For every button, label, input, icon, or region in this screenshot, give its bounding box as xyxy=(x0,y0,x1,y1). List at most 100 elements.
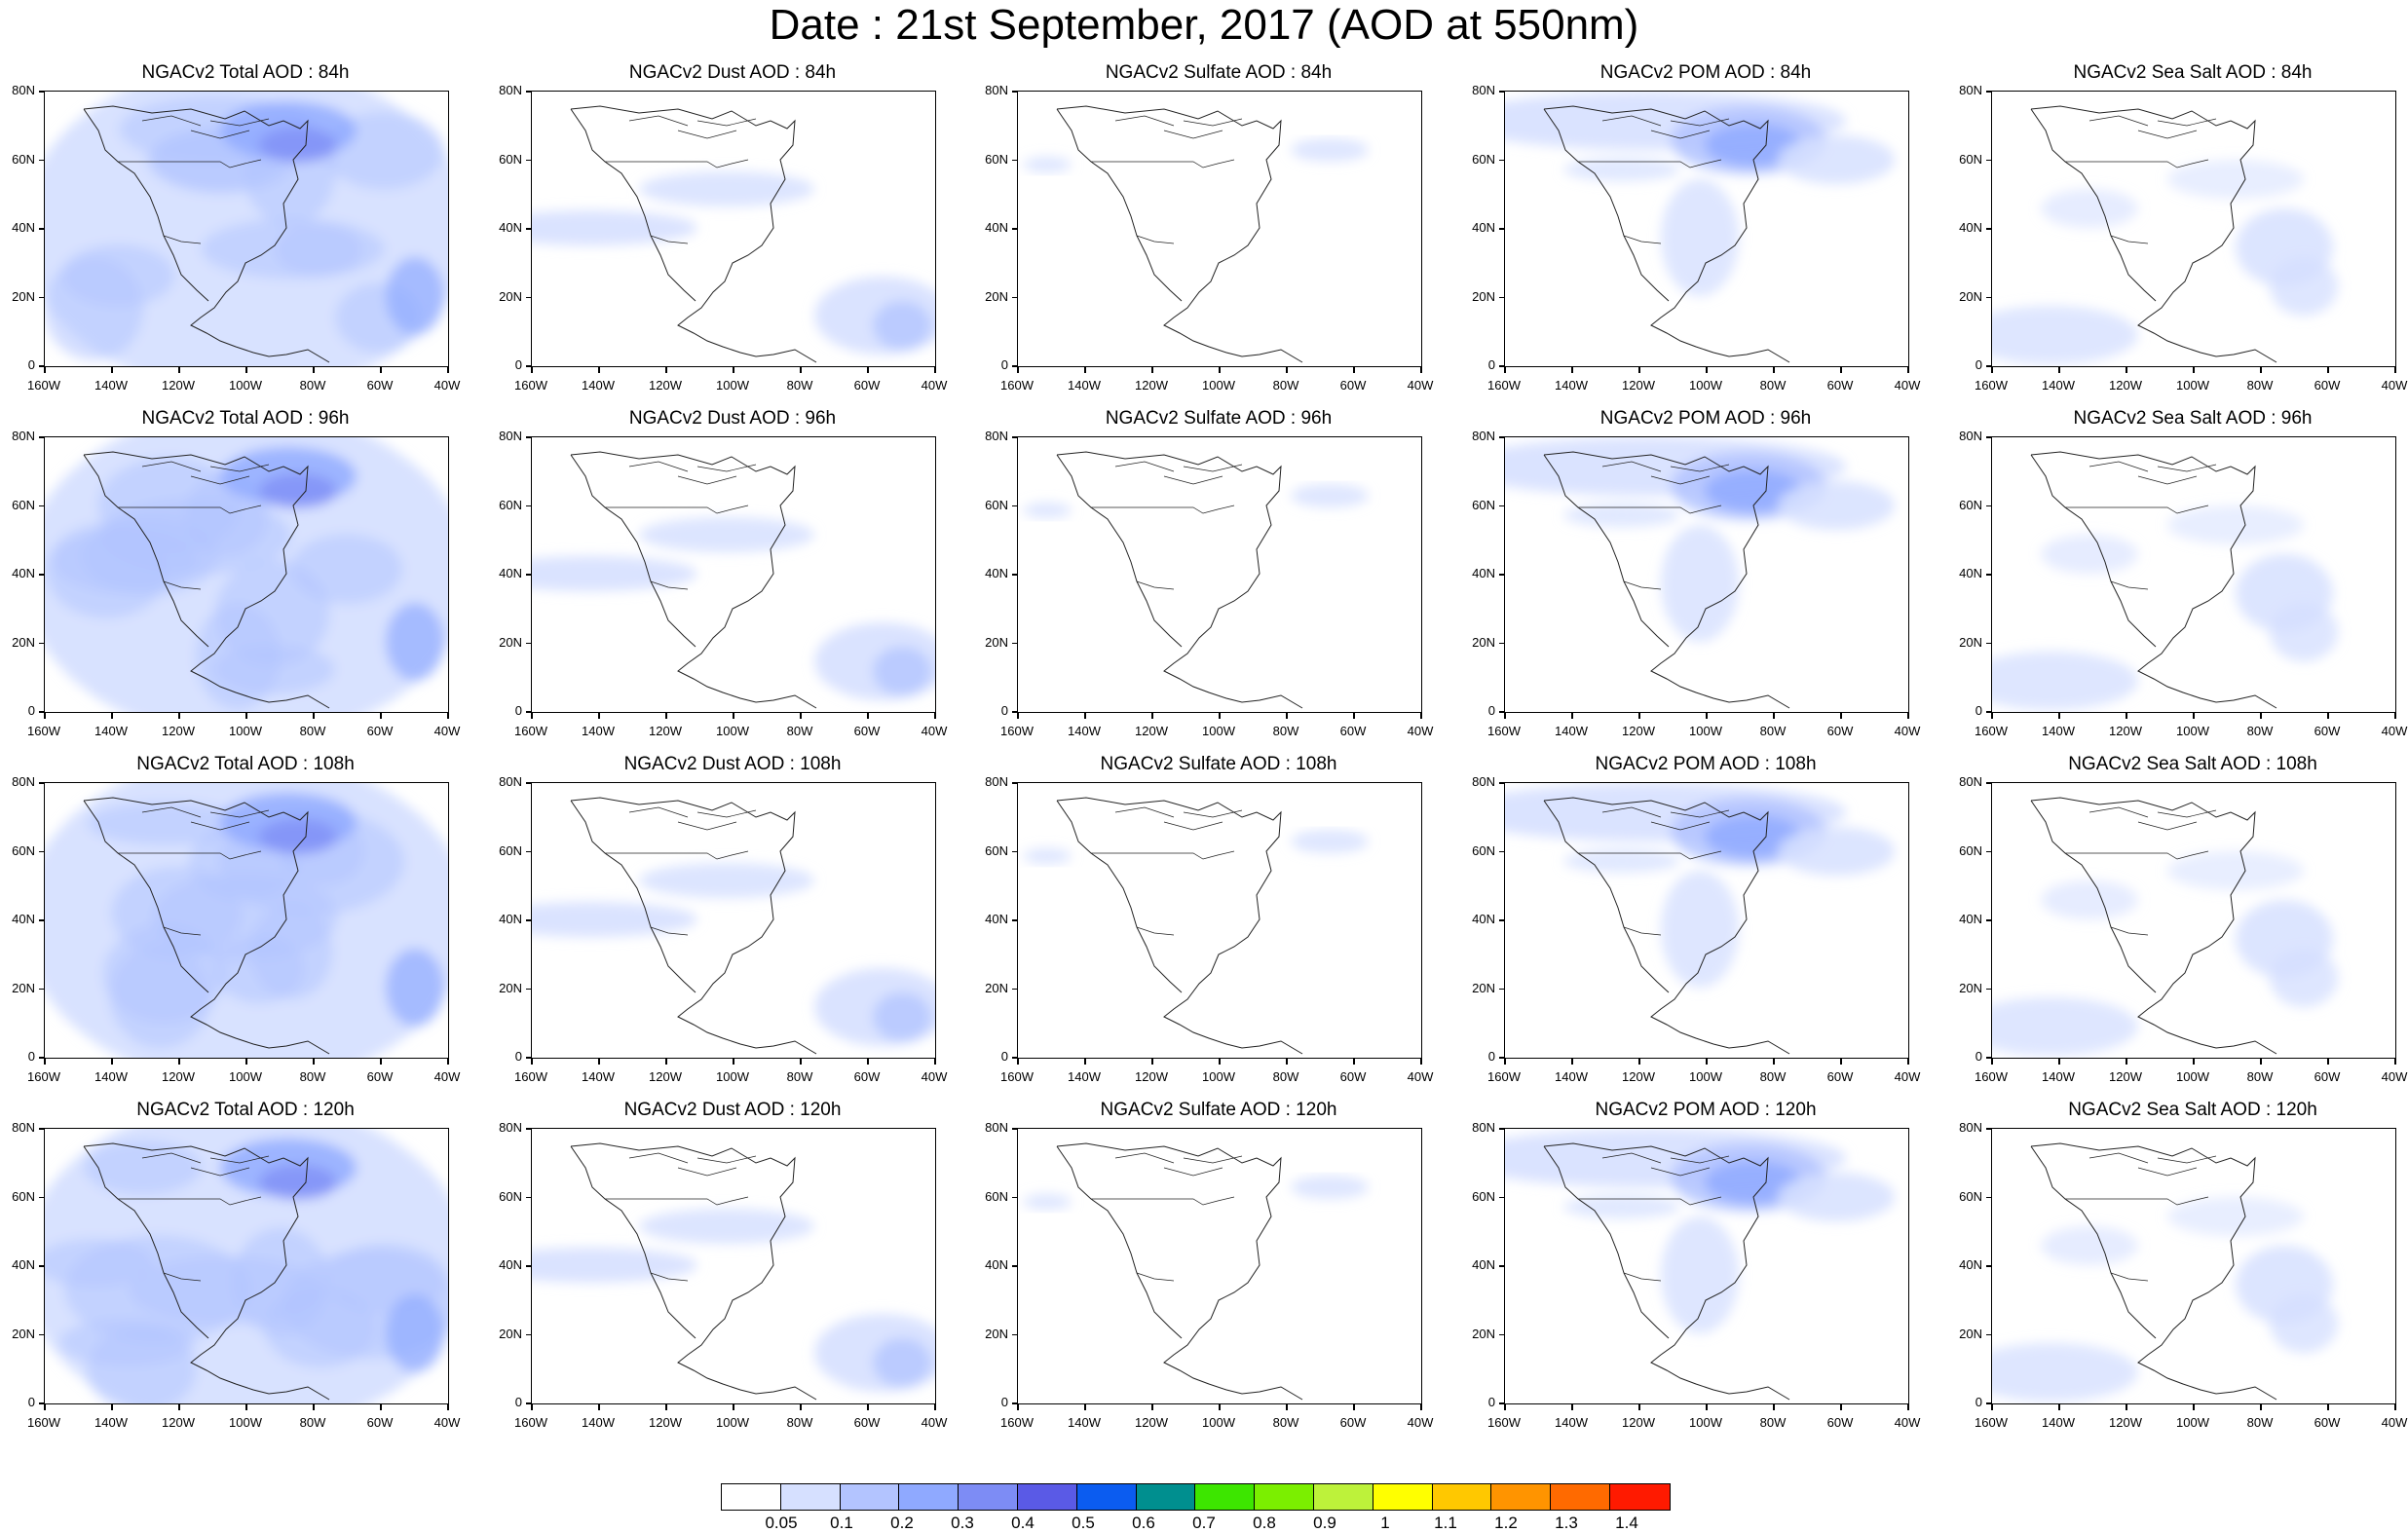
lon-tick-label: 100W xyxy=(1202,1415,1235,1430)
lat-tick xyxy=(1012,228,1018,230)
aod-field xyxy=(1992,797,2338,1056)
colorbar-label: 0.2 xyxy=(890,1514,914,1532)
aod-area xyxy=(2167,160,2304,199)
colorbar-label: 0.9 xyxy=(1313,1514,1336,1532)
lon-tick-label: 40W xyxy=(1407,724,1434,738)
lon-tick-label: 60W xyxy=(1339,724,1367,738)
lat-tick-label: 60N xyxy=(499,151,522,167)
lon-tick-label: 100W xyxy=(1202,1069,1235,1084)
coastline xyxy=(1056,105,1303,363)
lon-tick-label: 160W xyxy=(1000,378,1034,393)
lon-tick-label: 160W xyxy=(1487,378,1521,393)
lon-tick xyxy=(2058,367,2060,373)
aod-map xyxy=(1991,436,2396,713)
lat-tick-label: 20N xyxy=(499,634,522,650)
lon-tick-label: 80W xyxy=(1759,724,1787,738)
lon-tick xyxy=(1420,367,1422,373)
lat-tick xyxy=(1499,228,1505,230)
lat-tick xyxy=(1499,505,1505,506)
lat-tick xyxy=(1499,1057,1505,1059)
aod-area xyxy=(86,1327,197,1403)
lon-tick-label: 60W xyxy=(1826,724,1854,738)
lat-tick xyxy=(1499,159,1505,161)
lon-tick-label: 140W xyxy=(94,724,128,738)
lat-tick-label: 0 xyxy=(27,703,35,718)
aod-area xyxy=(532,902,697,937)
lon-tick xyxy=(1219,713,1221,719)
lon-tick xyxy=(800,1404,802,1410)
lat-tick xyxy=(39,574,45,576)
lat-tick xyxy=(526,1128,532,1130)
lat-tick xyxy=(1012,1196,1018,1198)
colorbar-label: 1.1 xyxy=(1434,1514,1457,1532)
colorbar-label: 0.3 xyxy=(951,1514,974,1532)
map-panel-seasalt-84h: NGACv2 Sea Salt AOD : 84h 0 20N 40N 60N 80N 16… xyxy=(1947,63,2408,406)
aod-area xyxy=(1023,1194,1072,1210)
lon-tick xyxy=(1840,1059,1842,1065)
lat-tick-label: 40N xyxy=(12,1257,35,1272)
lon-tick-label: 60W xyxy=(366,378,394,393)
lon-tick-label: 40W xyxy=(921,724,948,738)
aod-field xyxy=(1505,92,1895,363)
map-panel-sulfate-120h: NGACv2 Sulfate AOD : 120h 0 20N 40N 60N 80N 16… xyxy=(973,1101,1464,1443)
lat-tick xyxy=(1012,782,1018,784)
lon-tick xyxy=(1907,1404,1909,1410)
political-border xyxy=(1091,115,1243,244)
lon-tick xyxy=(531,713,533,719)
lon-tick xyxy=(2260,367,2262,373)
aod-map xyxy=(1017,1128,1422,1404)
lon-tick xyxy=(1504,1059,1506,1065)
lat-tick xyxy=(1012,574,1018,576)
lon-tick xyxy=(934,367,936,373)
lon-tick-label: 80W xyxy=(786,724,813,738)
lat-tick xyxy=(1499,1128,1505,1130)
lon-tick xyxy=(1219,1059,1221,1065)
lon-tick-label: 120W xyxy=(162,378,195,393)
lon-tick-label: 60W xyxy=(1339,1069,1367,1084)
coastline xyxy=(570,1142,817,1401)
colorbar-label: 1.2 xyxy=(1494,1514,1518,1532)
lon-tick-label: 160W xyxy=(27,1069,60,1084)
colorbar-label: 0.5 xyxy=(1072,1514,1095,1532)
lon-tick xyxy=(2193,1059,2195,1065)
lon-tick-label: 60W xyxy=(366,1069,394,1084)
lon-tick xyxy=(800,713,802,719)
lon-tick-label: 40W xyxy=(921,1069,948,1084)
map-panel-dust-84h: NGACv2 Dust AOD : 84h 0 20N 40N 60N 80N 160W 14… xyxy=(487,63,978,406)
lon-tick-label: 160W xyxy=(1487,724,1521,738)
lon-tick xyxy=(1353,1059,1355,1065)
aod-area xyxy=(1023,157,1072,172)
aod-map xyxy=(1504,782,1909,1059)
map-panel-dust-120h: NGACv2 Dust AOD : 120h 0 20N 40N 60N 80N 160W 1… xyxy=(487,1101,978,1443)
aod-field xyxy=(532,105,935,363)
lat-tick xyxy=(39,436,45,438)
lat-tick-label: 0 xyxy=(1487,1049,1495,1064)
lat-tick-label: 60N xyxy=(12,151,35,167)
lon-tick-label: 160W xyxy=(27,724,60,738)
figure-title: Date : 21st September, 2017 (AOD at 550n… xyxy=(769,1,1639,49)
lat-tick-label: 20N xyxy=(499,980,522,995)
aod-area xyxy=(2041,189,2138,228)
lat-tick xyxy=(526,988,532,990)
lat-tick xyxy=(39,1057,45,1059)
lon-tick-label: 100W xyxy=(716,1415,749,1430)
lat-tick-label: 40N xyxy=(985,912,1008,926)
lon-tick xyxy=(1638,1059,1640,1065)
lon-tick-label: 160W xyxy=(27,1415,60,1430)
lat-tick xyxy=(526,505,532,506)
aod-area xyxy=(532,210,697,245)
lon-tick xyxy=(1017,713,1019,719)
lat-tick-label: 20N xyxy=(12,1326,35,1341)
lon-tick xyxy=(800,367,802,373)
political-border xyxy=(1091,461,1243,590)
aod-area xyxy=(386,949,444,1027)
lon-tick xyxy=(2394,713,2396,719)
lat-tick-label: 80N xyxy=(12,1120,35,1135)
lon-tick xyxy=(1084,1059,1086,1065)
aod-field xyxy=(532,451,935,709)
aod-field xyxy=(1505,1129,1895,1401)
lon-tick-label: 140W xyxy=(2042,724,2075,738)
panel-title: NGACv2 POM AOD : 84h xyxy=(1599,62,1812,83)
colorbar-label: 0.05 xyxy=(765,1514,798,1532)
lon-tick xyxy=(1151,713,1153,719)
